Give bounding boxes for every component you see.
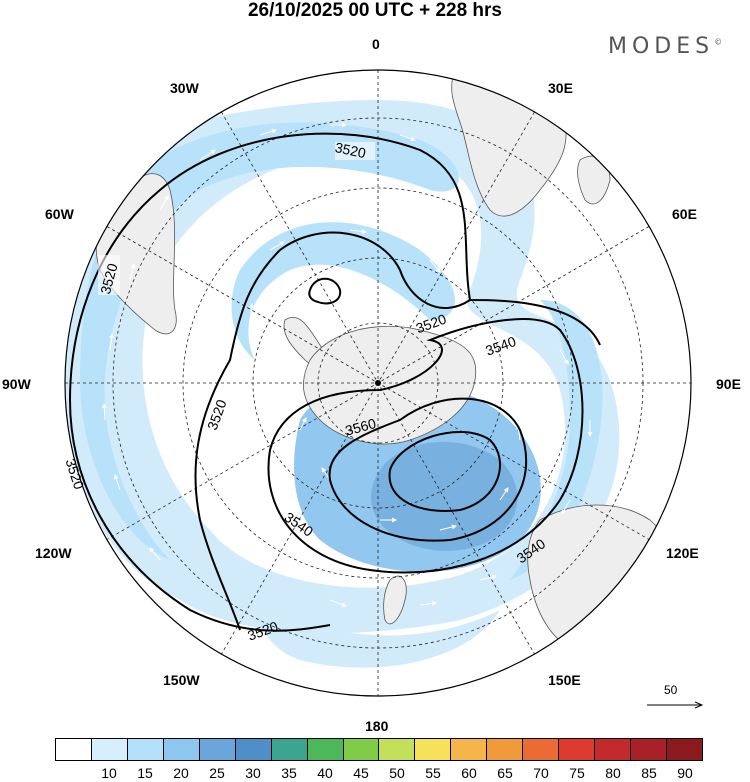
land-australia [527,504,668,653]
colorbar-label: 15 [137,765,153,781]
contour-label: 3520 [334,139,368,161]
colorbar-label: 20 [173,765,189,781]
shade-band-2 [231,222,455,360]
colorbar-label: 35 [281,765,297,781]
lon-label-0: 0 [372,36,380,52]
lon-label-90e: 90E [716,376,741,392]
colorbar-label: 60 [461,765,477,781]
colorbar-label: 75 [569,765,585,781]
colorbar-cell [631,739,667,760]
height-contours [68,132,601,632]
colorbar-cell [56,739,92,760]
shade-east-band [510,300,603,580]
shade-band-1 [80,122,459,561]
contour-label: 3560 [343,415,377,439]
colorbar-cell [271,739,308,760]
lon-label-180: 180 [365,718,389,734]
shade-south-band [259,600,500,668]
colorbar-cell [91,739,128,760]
colorbar-cell [487,739,524,760]
lon-label-120w: 120W [35,545,72,561]
pole-marker [375,380,381,386]
contour-3520-outer [68,132,601,632]
land-antarctica [303,325,477,445]
colorbar-cell [523,739,560,760]
contour-label: 3520 [414,311,449,337]
colorbar-label: 40 [317,765,333,781]
colorbar-cell [379,739,416,760]
colorbar-cell [127,739,164,760]
brand-name: MODES [608,34,715,59]
contour-3540 [267,318,584,574]
map-title: 26/10/2025 00 UTC + 228 hrs [247,0,503,21]
lon-label-150w: 150W [163,672,200,688]
wind-vectors [101,122,593,607]
brand-logo: MODES© [608,34,722,59]
land-madagascar [577,155,611,205]
colorbar-label: 25 [209,765,225,781]
contour-3560-inner [388,431,501,512]
lon-label-120e: 120E [666,545,699,561]
contour-3560 [328,397,528,542]
colorbar-label: 85 [641,765,657,781]
colorbar-label: 55 [425,765,441,781]
colorbar-cell [307,739,344,760]
colorbar-cell [559,739,596,760]
lon-label-30e: 30E [548,80,573,96]
colorbar-label: 90 [677,765,693,781]
land-new-zealand [383,575,407,625]
shade-jet-inner [370,441,518,551]
contour-label: 3520 [97,261,121,295]
brand-mark: © [714,37,723,47]
colorbar-cell [415,739,452,760]
lon-label-60w: 60W [45,206,74,222]
lon-label-60e: 60E [672,206,697,222]
colorbar-cell [595,739,631,760]
lon-label-30w: 30W [170,80,199,96]
colorbar-cell [163,739,200,760]
reference-vector-label: 50 [664,683,678,697]
contour-label: 3540 [483,333,518,359]
colorbar-label: 10 [101,765,117,781]
colorbar-label: 70 [533,765,549,781]
colorbar-cell [451,739,488,760]
colorbar-label: 50 [389,765,405,781]
colorbar-label: 65 [497,765,513,781]
contour-3520-low [308,277,342,305]
colorbar-label: 30 [245,765,261,781]
contour-label: 3520 [204,397,230,432]
colorbar-cell [666,739,702,760]
colorbar-label: 45 [353,765,369,781]
colorbar-cell [343,739,380,760]
map-boundary [64,69,692,697]
lon-label-150e: 150E [548,672,581,688]
lon-label-90w: 90W [2,376,31,392]
contour-3520-west [194,231,471,631]
colorbar [55,738,703,761]
colorbar-cell [199,739,236,760]
colorbar-label: 80 [605,765,621,781]
colorbar-cell [235,739,272,760]
